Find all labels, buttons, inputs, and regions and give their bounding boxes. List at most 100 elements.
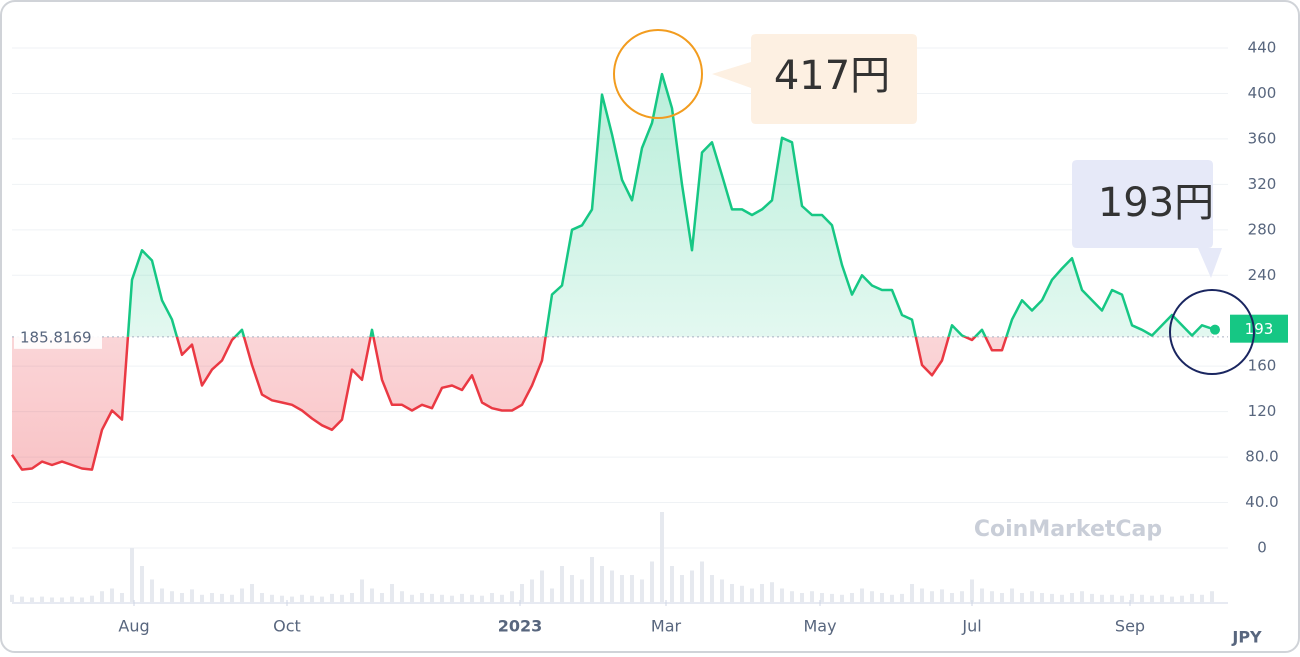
- volume-bar: [310, 595, 314, 602]
- volume-bar: [850, 593, 854, 602]
- volume-bar: [630, 575, 634, 602]
- volume-bar: [650, 561, 654, 602]
- volume-bar: [1110, 594, 1114, 602]
- volume-bar: [900, 593, 904, 602]
- volume-bar: [1180, 595, 1184, 602]
- volume-bar: [210, 593, 214, 602]
- volume-bar: [150, 579, 154, 602]
- volume-bar: [1210, 591, 1214, 602]
- volume-bar: [420, 593, 424, 602]
- volume-bar: [130, 548, 134, 602]
- area-up: [12, 74, 1212, 337]
- volume-bar: [1030, 591, 1034, 602]
- y-tick-label: 320: [1248, 175, 1277, 193]
- volume-bar: [200, 594, 204, 602]
- volume-bar: [330, 593, 334, 602]
- volume-bar: [1070, 593, 1074, 602]
- x-tick-label: Aug: [118, 617, 149, 636]
- volume-bar: [480, 595, 484, 602]
- volume-bar: [740, 585, 744, 602]
- volume-bar: [80, 597, 84, 602]
- volume-bar: [690, 570, 694, 602]
- volume-bar: [290, 596, 294, 602]
- volume-bar: [810, 591, 814, 602]
- y-tick-label: 280: [1248, 220, 1277, 238]
- volume-bar: [1130, 593, 1134, 602]
- volume-bar: [430, 593, 434, 602]
- price-line-down: [10, 336, 1008, 471]
- volume-bar: [580, 579, 584, 602]
- volume-bar: [980, 588, 984, 602]
- watermark: CoinMarketCap: [974, 517, 1162, 542]
- volume-bar: [1050, 593, 1054, 602]
- volume-bar: [1150, 595, 1154, 602]
- volume-bar: [270, 594, 274, 602]
- price-tag: [1230, 314, 1288, 343]
- volume-bar: [40, 596, 44, 602]
- volume-bar: [350, 593, 354, 602]
- volume-bar: [100, 591, 104, 602]
- volume-bar: [870, 591, 874, 602]
- callout: [712, 34, 917, 124]
- volume-bar: [280, 595, 284, 602]
- volume-bar: [700, 561, 704, 602]
- volume-bar: [300, 594, 304, 602]
- volume-bar: [990, 591, 994, 602]
- volume-bar: [220, 593, 224, 602]
- volume-bar: [720, 579, 724, 602]
- volume-bar: [830, 593, 834, 602]
- volume-bar: [910, 584, 914, 602]
- volume-bar: [500, 594, 504, 602]
- volume-bar: [540, 570, 544, 602]
- volume-bar: [710, 575, 714, 602]
- volume-bar: [490, 593, 494, 602]
- volume-bar: [110, 588, 114, 602]
- y-tick-label: 360: [1248, 129, 1277, 147]
- volume-bar: [660, 512, 664, 602]
- x-tick-label: Oct: [273, 617, 301, 636]
- volume-bar: [180, 593, 184, 602]
- volume-bar: [260, 593, 264, 602]
- volume-bar: [940, 589, 944, 602]
- volume-bar: [570, 575, 574, 602]
- volume-bar: [600, 566, 604, 602]
- volume-bar: [1120, 595, 1124, 602]
- baseline-label: 185.8169: [20, 328, 92, 346]
- volume-bar: [1100, 594, 1104, 602]
- volume-bar: [930, 591, 934, 602]
- volume-bar: [1040, 593, 1044, 602]
- volume-bar: [170, 591, 174, 602]
- volume-bar: [510, 591, 514, 602]
- volume-bar: [730, 584, 734, 602]
- volume-bar: [10, 594, 14, 602]
- volume-bar: [890, 594, 894, 602]
- volume-bar: [1080, 591, 1084, 602]
- volume-bar: [820, 593, 824, 602]
- volume-bar: [770, 582, 774, 602]
- highlight-circle: [613, 29, 703, 119]
- volume-bar: [640, 579, 644, 602]
- volume-bar: [1170, 596, 1174, 602]
- last-point: [1210, 324, 1220, 335]
- x-tick-label: Mar: [651, 617, 682, 636]
- volume-bar: [790, 591, 794, 602]
- x-tick-label: May: [803, 617, 836, 636]
- volume-bar: [760, 584, 764, 602]
- volume-bar: [590, 557, 594, 602]
- volume-bar: [530, 579, 534, 602]
- volume-bar: [860, 588, 864, 602]
- volume-bar: [470, 594, 474, 602]
- volume-bar: [880, 593, 884, 602]
- volume-bar: [550, 588, 554, 602]
- volume-bar: [1020, 593, 1024, 602]
- volume-bar: [360, 579, 364, 602]
- volume-bar: [1190, 593, 1194, 602]
- volume-bar: [320, 596, 324, 602]
- volume-bar: [1010, 588, 1014, 602]
- volume-bar: [750, 588, 754, 602]
- unit-label: JPY: [1231, 628, 1262, 647]
- y-tick-label: 120: [1248, 402, 1277, 420]
- volume-bar: [950, 593, 954, 602]
- volume-bar: [240, 588, 244, 602]
- baseline-label-bg: [14, 324, 102, 349]
